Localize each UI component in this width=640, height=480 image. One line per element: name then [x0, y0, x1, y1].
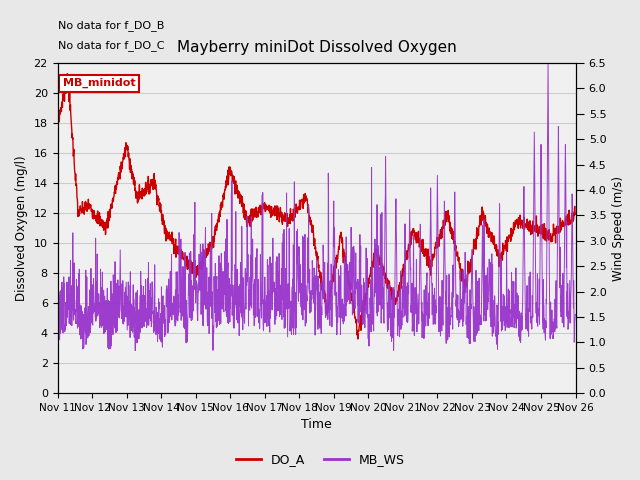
Title: Mayberry miniDot Dissolved Oxygen: Mayberry miniDot Dissolved Oxygen	[177, 40, 456, 55]
Text: No data for f_DO_B: No data for f_DO_B	[58, 20, 164, 31]
Legend: DO_A, MB_WS: DO_A, MB_WS	[230, 448, 410, 471]
Text: MB_minidot: MB_minidot	[63, 78, 135, 88]
Y-axis label: Wind Speed (m/s): Wind Speed (m/s)	[612, 176, 625, 281]
Text: No data for f_DO_C: No data for f_DO_C	[58, 40, 164, 51]
Y-axis label: Dissolved Oxygen (mg/l): Dissolved Oxygen (mg/l)	[15, 155, 28, 301]
X-axis label: Time: Time	[301, 419, 332, 432]
